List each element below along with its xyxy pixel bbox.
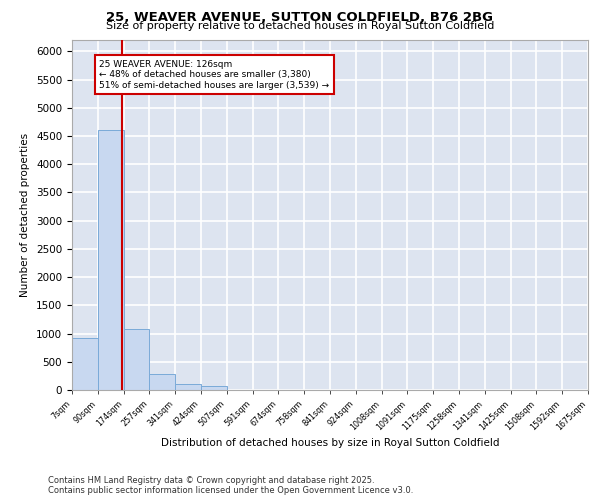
Bar xyxy=(98,130,124,390)
Text: Size of property relative to detached houses in Royal Sutton Coldfield: Size of property relative to detached ho… xyxy=(106,21,494,31)
Text: 25 WEAVER AVENUE: 126sqm
← 48% of detached houses are smaller (3,380)
51% of sem: 25 WEAVER AVENUE: 126sqm ← 48% of detach… xyxy=(99,60,329,90)
Y-axis label: Number of detached properties: Number of detached properties xyxy=(20,133,31,297)
Bar xyxy=(72,338,98,390)
Bar xyxy=(201,386,227,390)
X-axis label: Distribution of detached houses by size in Royal Sutton Coldfield: Distribution of detached houses by size … xyxy=(161,438,499,448)
Text: Contains HM Land Registry data © Crown copyright and database right 2025.
Contai: Contains HM Land Registry data © Crown c… xyxy=(48,476,413,495)
Text: 25, WEAVER AVENUE, SUTTON COLDFIELD, B76 2BG: 25, WEAVER AVENUE, SUTTON COLDFIELD, B76… xyxy=(107,11,493,24)
Bar xyxy=(124,330,149,390)
Bar xyxy=(175,384,201,390)
Bar xyxy=(149,374,175,390)
